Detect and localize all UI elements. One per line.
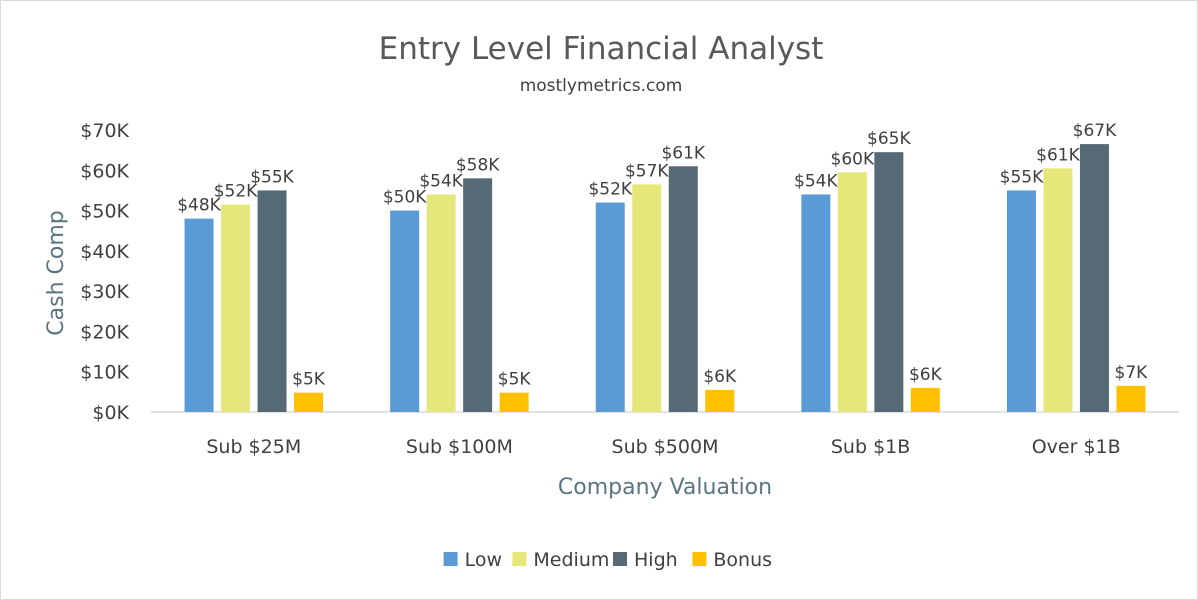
bar-bonus bbox=[705, 389, 735, 412]
data-label: $5K bbox=[292, 370, 326, 390]
y-tick-label: $40K bbox=[80, 241, 129, 263]
plot-area: $48K$52K$55K$5K$50K$54K$58K$5K$52K$57K$6… bbox=[177, 121, 1148, 412]
bar-high bbox=[874, 152, 904, 412]
x-tick-label: Sub $500M bbox=[612, 436, 719, 458]
y-tick-label: $70K bbox=[80, 120, 129, 142]
legend: Low Medium High Bonus bbox=[443, 549, 772, 571]
legend-swatch-low bbox=[443, 552, 458, 566]
bar-bonus bbox=[499, 392, 529, 412]
data-label: $57K bbox=[625, 161, 669, 181]
bar-low bbox=[390, 210, 420, 412]
data-label: $67K bbox=[1073, 121, 1117, 141]
y-tick-label: $60K bbox=[80, 160, 129, 182]
bar-bonus bbox=[294, 392, 324, 412]
data-label: $54K bbox=[419, 171, 463, 191]
bar-medium bbox=[837, 172, 867, 412]
y-tick-label: $0K bbox=[92, 402, 129, 424]
bar-medium bbox=[632, 184, 662, 412]
data-label: $7K bbox=[1115, 363, 1149, 383]
data-label: $52K bbox=[588, 180, 632, 200]
legend-label-low: Low bbox=[465, 549, 502, 571]
bar-medium bbox=[1043, 168, 1073, 412]
data-label: $61K bbox=[661, 143, 705, 163]
bar-high bbox=[463, 178, 493, 412]
data-label: $58K bbox=[456, 155, 500, 175]
legend-swatch-high bbox=[613, 552, 627, 566]
bar-bonus bbox=[1116, 385, 1146, 412]
data-label: $60K bbox=[831, 149, 875, 169]
bar-low bbox=[595, 202, 625, 412]
bar-medium bbox=[221, 204, 251, 412]
data-label: $55K bbox=[250, 167, 294, 187]
legend-swatch-bonus bbox=[692, 552, 707, 566]
bar-low bbox=[801, 194, 831, 412]
x-axis: Sub $25M Sub $100M Sub $500M Sub $1B Over $1… bbox=[206, 436, 1120, 458]
data-label: $6K bbox=[909, 365, 943, 385]
legend-label-medium: Medium bbox=[533, 549, 609, 571]
y-tick-label: $20K bbox=[80, 321, 129, 343]
x-tick-label: Over $1B bbox=[1032, 436, 1121, 458]
bar-high bbox=[257, 190, 287, 412]
legend-label-bonus: Bonus bbox=[713, 549, 772, 571]
x-tick-label: Sub $100M bbox=[406, 436, 513, 458]
data-label: $5K bbox=[498, 370, 532, 390]
x-axis-title: Company Valuation bbox=[558, 475, 772, 500]
y-axis-title: Cash Comp bbox=[44, 210, 69, 335]
y-axis: $0K $10K $20K $30K $40K $50K $60K $70K bbox=[80, 120, 129, 424]
y-tick-label: $10K bbox=[80, 362, 129, 384]
bar-high bbox=[668, 166, 698, 412]
data-label: $61K bbox=[1036, 145, 1080, 165]
data-label: $54K bbox=[794, 171, 838, 191]
bar-low bbox=[1006, 190, 1036, 412]
bar-high bbox=[1079, 144, 1109, 412]
legend-label-high: High bbox=[634, 549, 678, 571]
chart-subtitle: mostlymetrics.com bbox=[520, 76, 683, 96]
data-label: $55K bbox=[1000, 167, 1044, 187]
data-label: $6K bbox=[703, 367, 737, 387]
data-label: $50K bbox=[383, 188, 427, 208]
bar-medium bbox=[426, 194, 456, 412]
y-tick-label: $30K bbox=[80, 281, 129, 303]
legend-swatch-medium bbox=[512, 552, 527, 566]
data-label: $48K bbox=[177, 196, 221, 216]
bar-bonus bbox=[910, 387, 940, 412]
y-tick-label: $50K bbox=[80, 201, 129, 223]
x-tick-label: Sub $1B bbox=[831, 436, 910, 458]
data-label: $65K bbox=[867, 129, 911, 149]
bar-low bbox=[184, 218, 214, 412]
chart-title: Entry Level Financial Analyst bbox=[379, 31, 824, 67]
x-tick-label: Sub $25M bbox=[206, 436, 301, 458]
data-label: $52K bbox=[214, 182, 258, 202]
